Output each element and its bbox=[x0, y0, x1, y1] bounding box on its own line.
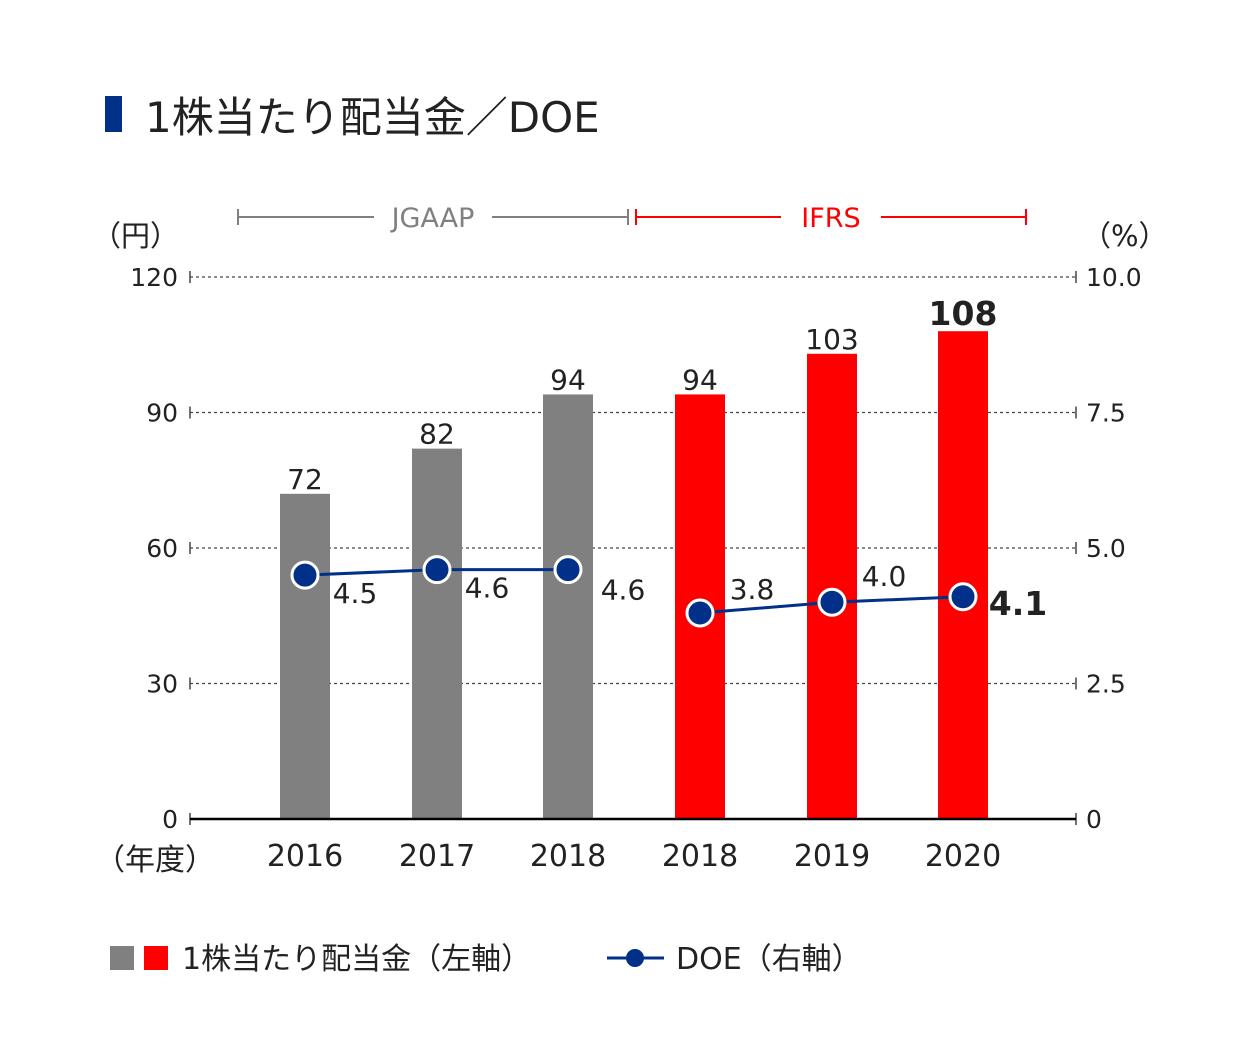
bar bbox=[938, 331, 988, 819]
doe-point bbox=[685, 598, 715, 628]
doe-value-label: 3.8 bbox=[730, 573, 775, 606]
right-axis-unit: （%） bbox=[1082, 219, 1168, 253]
doe-value-label: 4.1 bbox=[989, 584, 1047, 623]
standard-label: IFRS bbox=[801, 203, 860, 234]
doe-value-label: 4.5 bbox=[333, 577, 378, 610]
doe-point bbox=[948, 582, 978, 612]
x-axis-unit: （年度） bbox=[95, 843, 215, 878]
left-tick-label: 90 bbox=[146, 399, 178, 428]
bar bbox=[412, 448, 462, 819]
left-tick-label: 30 bbox=[146, 670, 178, 699]
right-tick-label: 0 bbox=[1086, 805, 1102, 834]
chart-title: 1株当たり配当金／DOE bbox=[145, 93, 600, 142]
legend-swatch-jgaap bbox=[110, 946, 134, 970]
legend-swatch-ifrs bbox=[144, 946, 168, 970]
standard-label: JGAAP bbox=[390, 203, 475, 234]
right-tick-label: 7.5 bbox=[1086, 399, 1126, 428]
doe-point bbox=[553, 555, 583, 585]
bar bbox=[280, 493, 330, 819]
x-tick-label: 2017 bbox=[399, 839, 475, 874]
doe-value-label: 4.0 bbox=[862, 560, 907, 593]
left-tick-label: 120 bbox=[130, 263, 178, 292]
x-tick-label: 2018 bbox=[530, 839, 606, 874]
bar-value-label: 94 bbox=[550, 363, 586, 396]
bar-value-label: 72 bbox=[287, 463, 323, 496]
legend-line-label: DOE（右軸） bbox=[676, 942, 862, 977]
doe-value-label: 4.6 bbox=[465, 572, 510, 605]
left-axis-unit: （円） bbox=[92, 219, 179, 253]
bar-value-label: 103 bbox=[805, 323, 858, 356]
left-tick-label: 60 bbox=[146, 534, 178, 563]
right-tick-label: 5.0 bbox=[1086, 534, 1126, 563]
bar bbox=[543, 394, 593, 819]
bar-value-label: 82 bbox=[419, 418, 455, 451]
right-tick-label: 2.5 bbox=[1086, 670, 1126, 699]
doe-point bbox=[817, 587, 847, 617]
legend-bar-label: 1株当たり配当金（左軸） bbox=[182, 942, 531, 977]
x-tick-label: 2020 bbox=[925, 839, 1001, 874]
x-tick-label: 2016 bbox=[267, 839, 343, 874]
right-tick-label: 10.0 bbox=[1086, 263, 1142, 292]
doe-point bbox=[422, 555, 452, 585]
doe-point bbox=[290, 560, 320, 590]
title-marker bbox=[105, 96, 122, 132]
bar-value-label: 108 bbox=[929, 294, 998, 333]
x-tick-label: 2018 bbox=[662, 839, 738, 874]
bar bbox=[807, 353, 857, 819]
bar-value-label: 94 bbox=[682, 363, 718, 396]
doe-value-label: 4.6 bbox=[601, 574, 646, 607]
x-tick-label: 2019 bbox=[794, 839, 870, 874]
legend-marker-icon bbox=[626, 949, 644, 967]
left-tick-label: 0 bbox=[162, 805, 178, 834]
